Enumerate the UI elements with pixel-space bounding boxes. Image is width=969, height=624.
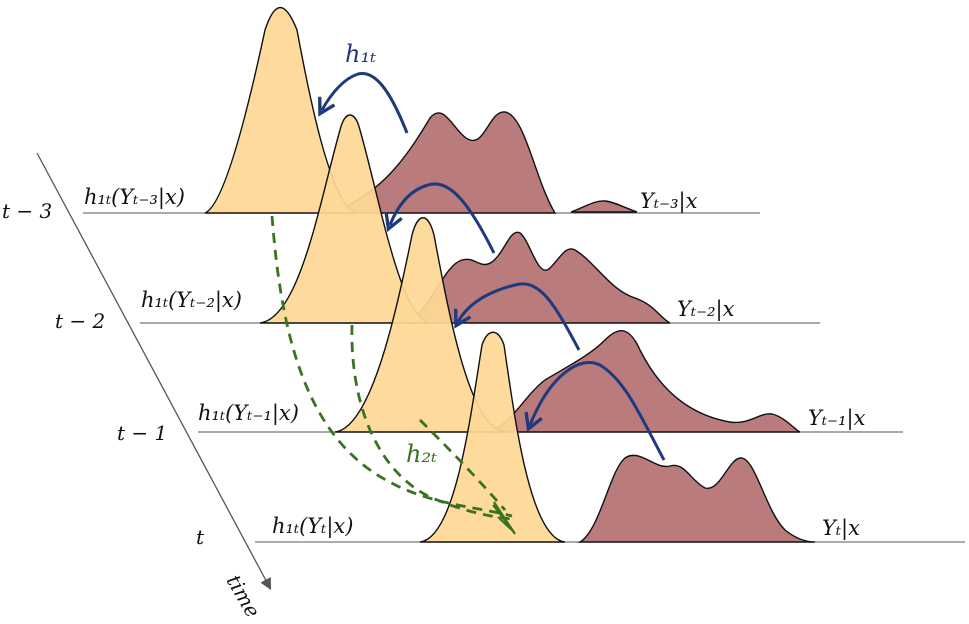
left-label-row-3: h₁ₜ(Yₜ₋₁|x)	[198, 401, 299, 426]
green-dashed-arrow-1	[270, 215, 513, 518]
orange-density-row-3	[334, 217, 506, 433]
blue-arrow-row-4	[524, 361, 666, 461]
time-label-t-minus-1: t − 1	[117, 421, 167, 445]
right-label-row-2: Yₜ₋₂|x	[677, 297, 735, 322]
orange-density-row-4	[419, 331, 566, 543]
h2t-arrow-label: h₂ₜ	[406, 440, 437, 468]
red-density-row-4	[577, 454, 816, 543]
green-dashed-arrow-2	[350, 324, 513, 521]
time-label-t-minus-3: t − 3	[2, 199, 52, 223]
orange-density-row-1	[204, 7, 356, 214]
red-density-row-3	[489, 330, 801, 433]
blue-arrow-row-3	[453, 282, 581, 351]
right-label-row-3: Yₜ₋₁|x	[808, 406, 866, 431]
red-small-bump-row-1	[570, 200, 638, 213]
green-dashed-arrow-3	[419, 419, 507, 511]
time-axis-label: time	[222, 571, 265, 622]
left-label-row-2: h₁ₜ(Yₜ₋₂|x)	[141, 288, 242, 313]
blue-arrow-row-2	[384, 182, 496, 254]
h1t-arrow-label: h₁ₜ	[345, 40, 376, 68]
left-label-row-4: h₁ₜ(Yₜ|x)	[272, 514, 353, 539]
left-label-row-1: h₁ₜ(Yₜ₋₃|x)	[84, 185, 185, 210]
orange-density-row-2	[259, 114, 431, 324]
red-density-row-2	[408, 231, 671, 324]
right-label-row-4: Yₜ|x	[822, 516, 860, 541]
blue-arrow-row-1	[318, 72, 409, 134]
time-axis-line	[36, 152, 272, 591]
green-arrowhead	[492, 501, 516, 535]
time-label-t-minus-2: t − 2	[55, 309, 105, 333]
red-density-row-1	[329, 111, 557, 214]
time-label-t: t	[196, 525, 205, 549]
right-label-row-1: Yₜ₋₃|x	[640, 189, 698, 214]
